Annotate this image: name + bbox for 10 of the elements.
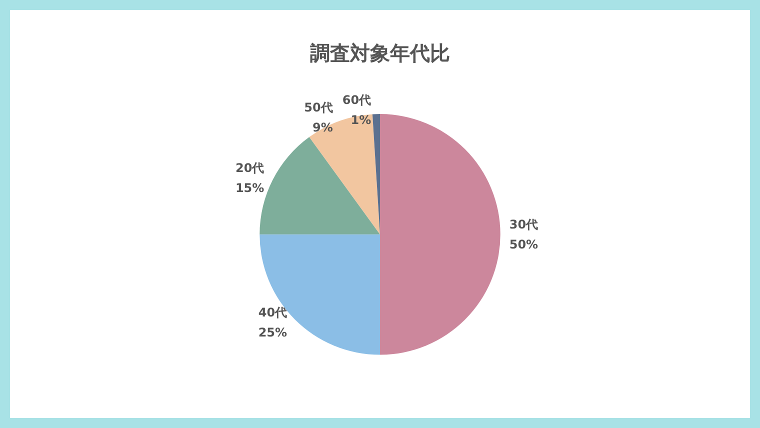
slice-label: 30代 [509, 217, 538, 232]
slice-label: 50代 [304, 100, 333, 114]
data-label: 50% [509, 237, 538, 252]
slice-label: 20代 [235, 160, 264, 175]
slice-label: 40代 [258, 305, 288, 320]
data-label: 15% [235, 180, 264, 195]
data-label: 1% [350, 113, 372, 128]
chart-title: 調査対象年代比 [310, 41, 450, 65]
data-label: 25% [258, 325, 288, 340]
slice-label: 60代 [342, 93, 372, 108]
